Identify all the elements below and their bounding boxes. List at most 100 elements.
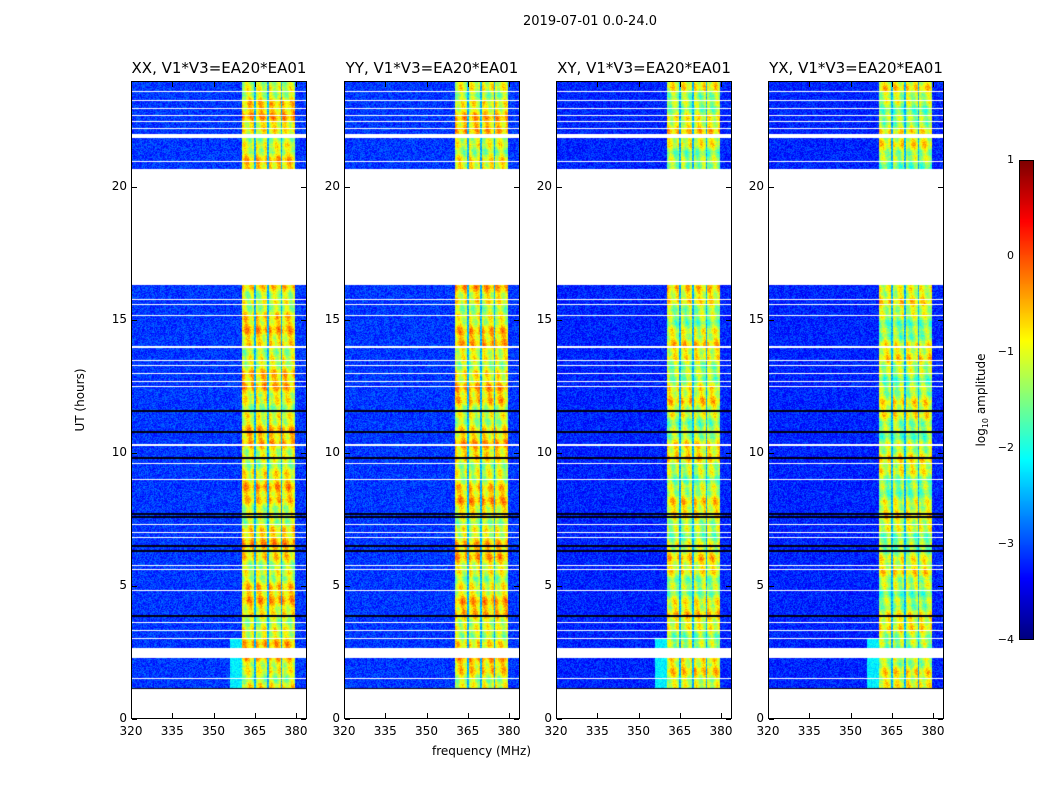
- y-tick-label: 0: [119, 711, 127, 725]
- x-tick-label: 380: [709, 724, 733, 738]
- x-tick-mark: [638, 82, 640, 87]
- colorbar-label-main: log: [973, 428, 988, 447]
- y-tick-mark: [726, 453, 731, 455]
- y-tick-mark: [557, 453, 562, 455]
- x-tick-mark: [891, 713, 893, 718]
- panel-title: YX, V1*V3=EA20*EA01: [769, 59, 943, 77]
- y-tick-label: 10: [536, 445, 552, 460]
- y-tick-label: 10: [324, 445, 340, 460]
- colorbar-tick-label: −1: [997, 345, 1014, 358]
- y-tick-label: 20: [536, 179, 552, 194]
- y-tick-mark: [345, 187, 350, 189]
- x-tick-mark: [721, 82, 722, 87]
- y-tick-mark: [938, 453, 943, 455]
- x-tick-mark: [213, 713, 215, 718]
- waterfall-panel-1: [344, 81, 520, 720]
- y-tick-label: 10: [748, 445, 764, 460]
- x-tick-mark: [891, 82, 893, 87]
- waterfall-image: [557, 82, 731, 718]
- y-tick-mark: [514, 719, 519, 720]
- x-tick-mark: [850, 713, 852, 718]
- y-tick-mark: [514, 320, 519, 322]
- y-tick-mark: [726, 586, 731, 588]
- x-tick-mark: [385, 82, 387, 87]
- x-tick-mark: [254, 713, 256, 718]
- x-tick-mark: [344, 713, 345, 718]
- x-tick-mark: [768, 82, 769, 87]
- y-tick-label: 5: [332, 578, 340, 593]
- y-tick-mark: [132, 187, 137, 189]
- x-tick-label: 380: [921, 724, 945, 738]
- y-tick-mark: [769, 586, 774, 588]
- x-tick-label: 320: [756, 724, 780, 738]
- y-tick-mark: [557, 187, 562, 189]
- y-tick-mark: [557, 320, 562, 322]
- waterfall-image: [132, 82, 306, 718]
- x-tick-label: 350: [202, 724, 225, 738]
- x-tick-mark: [679, 713, 681, 718]
- y-tick-mark: [301, 719, 306, 720]
- panel-title: XY, V1*V3=EA20*EA01: [557, 59, 731, 77]
- y-tick-mark: [938, 586, 943, 588]
- y-tick-mark: [557, 719, 562, 720]
- x-tick-label: 365: [456, 724, 480, 738]
- waterfall-panel-3: [768, 81, 944, 720]
- x-tick-mark: [344, 82, 345, 87]
- figure-title: 2019-07-01 0.0-24.0: [523, 14, 657, 29]
- colorbar-tick-label: −3: [997, 537, 1014, 550]
- colorbar: [1019, 160, 1034, 640]
- x-tick-mark: [296, 713, 297, 718]
- x-tick-mark: [679, 82, 681, 87]
- y-tick-mark: [769, 320, 774, 322]
- y-tick-label: 0: [756, 711, 764, 725]
- x-tick-mark: [597, 713, 599, 718]
- y-tick-mark: [938, 320, 943, 322]
- y-tick-mark: [726, 320, 731, 322]
- y-tick-mark: [769, 719, 774, 720]
- x-tick-mark: [213, 82, 215, 87]
- x-tick-mark: [131, 82, 132, 87]
- y-tick-label: 0: [332, 711, 340, 725]
- colorbar-label-sub: 10: [981, 417, 991, 429]
- x-tick-label: 365: [880, 724, 904, 738]
- colorbar-tick-label: −4: [997, 633, 1014, 646]
- y-tick-mark: [345, 586, 350, 588]
- colorbar-label: log10 amplitude: [974, 354, 990, 447]
- y-tick-label: 15: [111, 312, 127, 327]
- colorbar-label-rest: amplitude: [973, 353, 988, 418]
- x-tick-mark: [172, 82, 174, 87]
- y-tick-label: 15: [748, 312, 764, 327]
- x-tick-mark: [426, 713, 428, 718]
- y-tick-label: 20: [324, 179, 340, 194]
- x-tick-mark: [509, 82, 510, 87]
- x-tick-mark: [638, 713, 640, 718]
- x-tick-mark: [556, 82, 557, 87]
- x-tick-mark: [426, 82, 428, 87]
- x-tick-label: 380: [284, 724, 308, 738]
- y-tick-label: 5: [544, 578, 552, 593]
- x-tick-label: 335: [585, 724, 609, 738]
- panel-title: XX, V1*V3=EA20*EA01: [131, 59, 307, 77]
- y-tick-mark: [726, 187, 731, 189]
- y-tick-mark: [557, 586, 562, 588]
- y-tick-mark: [345, 453, 350, 455]
- x-tick-label: 320: [544, 724, 568, 738]
- x-tick-mark: [467, 713, 469, 718]
- x-tick-label: 350: [415, 724, 438, 738]
- y-tick-mark: [301, 320, 306, 322]
- y-tick-mark: [726, 719, 731, 720]
- y-tick-mark: [132, 320, 137, 322]
- y-tick-mark: [345, 719, 350, 720]
- colorbar-tick-label: 1: [1007, 153, 1014, 166]
- x-tick-label: 335: [160, 724, 184, 738]
- y-tick-mark: [514, 586, 519, 588]
- y-tick-mark: [345, 320, 350, 322]
- y-tick-mark: [132, 586, 137, 588]
- x-tick-mark: [131, 713, 132, 718]
- y-axis-label: UT (hours): [73, 368, 87, 432]
- y-tick-mark: [301, 187, 306, 189]
- x-tick-mark: [809, 82, 811, 87]
- x-tick-mark: [509, 713, 510, 718]
- x-tick-label: 320: [119, 724, 143, 738]
